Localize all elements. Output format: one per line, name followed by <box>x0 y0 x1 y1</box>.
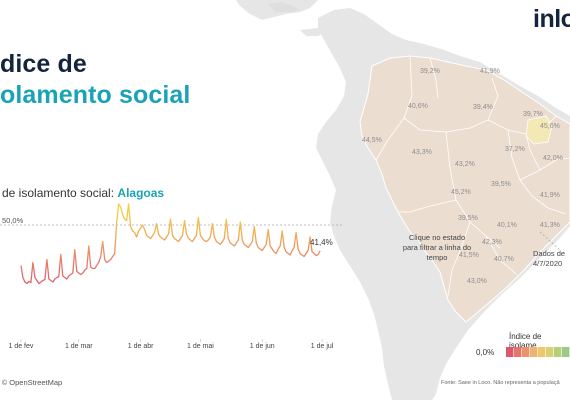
state-label: 43,2% <box>455 161 475 168</box>
state-label: 40,7% <box>494 256 514 263</box>
state-label: 39,4% <box>473 104 493 111</box>
state-label: 42,0% <box>543 155 563 162</box>
copyright-symbol: © <box>2 380 8 387</box>
state-label: 45,2% <box>451 189 471 196</box>
state-label: 41,9% <box>540 192 560 199</box>
state-label: 41,3% <box>540 222 560 229</box>
legend-swatch <box>538 347 546 357</box>
legend-swatch <box>546 347 554 357</box>
legend-swatch <box>530 347 538 357</box>
highlighted-state[interactable] <box>525 115 553 145</box>
state-label: 42,3% <box>482 239 502 246</box>
state-label: 43,3% <box>412 149 432 156</box>
legend-min-label: 0,0% <box>476 348 495 357</box>
data-date-label: Dados de <box>533 249 566 258</box>
state-label: 41,9% <box>480 68 500 75</box>
state-label: 41,5% <box>459 252 479 259</box>
state-label: 37,2% <box>505 146 525 153</box>
page-title-line2: olamento social <box>0 81 191 109</box>
state-label: 40,1% <box>497 222 517 229</box>
chart-title-region: Alagoas <box>117 186 165 200</box>
legend-swatch <box>562 347 570 357</box>
series-line[interactable] <box>20 203 321 285</box>
x-tick-label: 1 de fev <box>8 343 33 350</box>
brazil-region[interactable] <box>359 55 570 323</box>
attribution-text[interactable]: OpenStreetMap <box>9 378 63 387</box>
state-label: 43,0% <box>467 278 487 285</box>
reference-label: 50,0% <box>2 216 24 225</box>
legend-color-bar <box>506 347 570 357</box>
last-value-label: 41,4% <box>310 238 333 247</box>
legend-title: Índice de isolame <box>509 332 542 350</box>
x-tick-label: 1 de abr <box>128 343 154 350</box>
state-label: 39,5% <box>458 215 478 222</box>
x-tick-label: 1 de jun <box>250 343 275 350</box>
x-tick-label: 1 de mai <box>187 343 214 350</box>
state-label: 39,2% <box>420 68 440 75</box>
chart-title: de isolamento social: Alagoas <box>2 186 164 200</box>
page-title-line1: dice de <box>0 50 87 78</box>
state-label: 40,6% <box>408 103 428 110</box>
x-tick-label: 1 de mar <box>65 343 93 350</box>
source-note: Fonte: Saee in Loco. Não representa a po… <box>441 380 560 386</box>
legend-swatch <box>514 347 522 357</box>
state-label: 45,6% <box>540 123 560 130</box>
map-hint: Clique no estado para filtrar a linha do… <box>402 233 472 262</box>
state-label: 39,7% <box>523 111 543 118</box>
chart-title-prefix: de isolamento social: <box>2 186 115 200</box>
x-tick-label: 1 de jul <box>311 343 334 350</box>
data-date-note: Dados de 4/7/2020 <box>533 249 565 269</box>
state-label: 39,5% <box>491 181 511 188</box>
data-date-value: 4/7/2020 <box>533 259 563 268</box>
legend-swatch <box>554 347 562 357</box>
legend-swatch <box>506 347 514 357</box>
state-label: 44,5% <box>362 137 382 144</box>
map-attribution[interactable]: © OpenStreetMap <box>2 378 62 387</box>
isolation-line-chart[interactable]: 50,0% 41,4% 1 de fev 1 de mar 1 de abr 1 de… <box>0 203 345 355</box>
brand-logo: inlo <box>533 5 570 33</box>
legend-swatch <box>522 347 530 357</box>
